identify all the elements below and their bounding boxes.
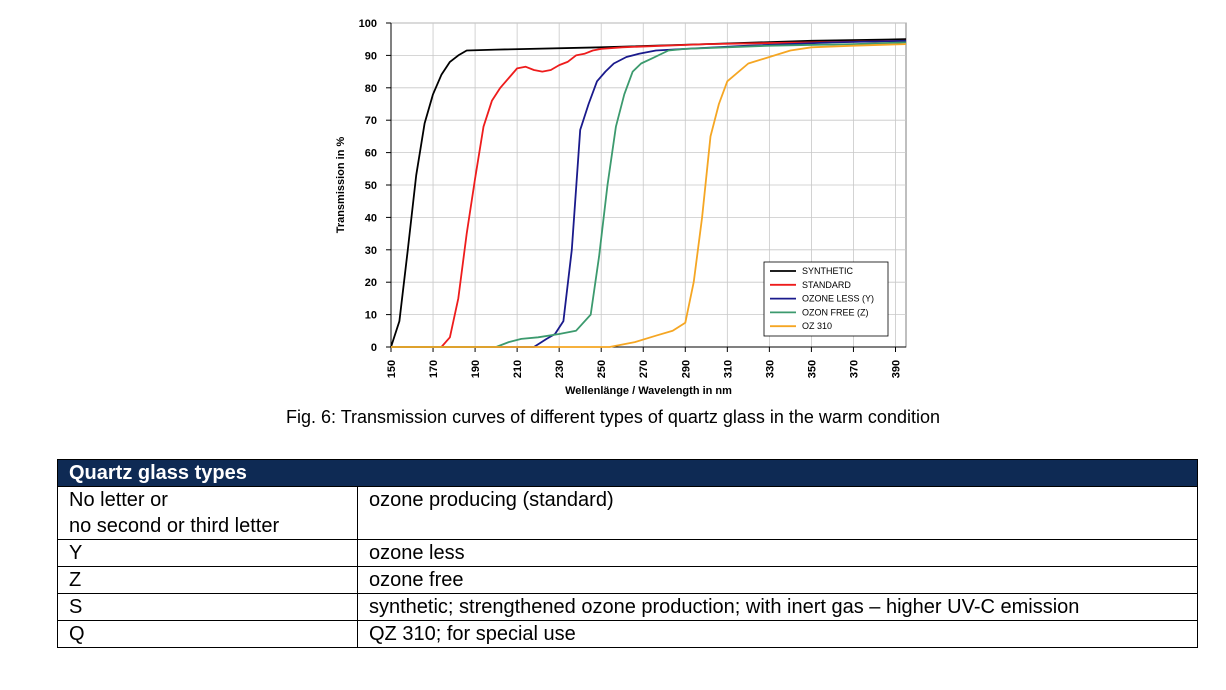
legend-label: SYNTHETIC xyxy=(802,266,854,276)
x-tick-label: 290 xyxy=(680,360,692,378)
y-tick-label: 90 xyxy=(365,50,377,62)
y-tick-label: 10 xyxy=(365,310,377,322)
y-tick-label: 100 xyxy=(359,18,377,30)
transmission-chart: 0 10 20 30 40 50 60 70 80 90 100 150 170 190 210 230 250… xyxy=(320,6,920,406)
type-description-cell: ozone less xyxy=(357,539,1198,567)
legend-label: OZONE LESS (Y) xyxy=(802,294,874,304)
x-tick-label: 230 xyxy=(554,360,566,378)
legend-label: OZ 310 xyxy=(802,321,832,331)
y-axis-label: Transmission in % xyxy=(335,136,347,233)
series-line-oz-310 xyxy=(391,43,907,348)
type-code-cell: Z xyxy=(57,566,358,594)
y-tick-label: 80 xyxy=(365,83,377,95)
x-tick-label: 210 xyxy=(512,360,524,378)
legend-label: OZON FREE (Z) xyxy=(802,307,869,317)
quartz-glass-types-table: Quartz glass types No letter or no secon… xyxy=(57,459,1198,648)
x-axis-label: Wellenlänge / Wavelength in nm xyxy=(565,385,732,397)
x-tick-label: 250 xyxy=(596,360,608,378)
legend-label: STANDARD xyxy=(802,280,851,290)
y-tick-label: 30 xyxy=(365,245,377,257)
x-tick-label: 370 xyxy=(848,360,860,378)
chart-svg: 0 10 20 30 40 50 60 70 80 90 100 150 170 190 210 230 250… xyxy=(335,18,907,397)
y-tick-label: 20 xyxy=(365,277,377,289)
type-description-cell: QZ 310; for special use xyxy=(357,620,1198,648)
series-line-ozon-free-z xyxy=(391,41,907,348)
figure-caption: Fig. 6: Transmission curves of different… xyxy=(286,407,940,427)
type-code-cell: S xyxy=(57,593,358,621)
y-tick-label: 40 xyxy=(365,212,377,224)
table-row: No letter or no second or third letter oz… xyxy=(57,486,1198,540)
x-tick-label: 270 xyxy=(638,360,650,378)
table-header: Quartz glass types xyxy=(57,459,1198,487)
x-tick-label: 350 xyxy=(806,360,818,378)
y-tick-label: 50 xyxy=(365,180,377,192)
y-tick-label: 60 xyxy=(365,148,377,160)
x-tick-label: 390 xyxy=(890,360,902,378)
x-tick-label: 150 xyxy=(386,360,398,378)
x-tick-label: 310 xyxy=(722,360,734,378)
type-description-cell: ozone free xyxy=(357,566,1198,594)
type-description-cell: synthetic; strengthened ozone production… xyxy=(357,593,1198,621)
y-tick-label: 70 xyxy=(365,115,377,127)
type-code-cell: Q xyxy=(57,620,358,648)
x-tick-label: 190 xyxy=(470,360,482,378)
x-tick-label: 170 xyxy=(428,360,440,378)
type-code-cell: Y xyxy=(57,539,358,567)
y-tick-label: 0 xyxy=(371,342,377,354)
table-row: Q QZ 310; for special use xyxy=(57,620,1198,648)
type-code-cell: No letter or no second or third letter xyxy=(57,486,358,540)
type-description-cell: ozone producing (standard) xyxy=(357,486,1198,540)
table-header-row: Quartz glass types xyxy=(57,459,1198,487)
series-line-standard xyxy=(391,39,907,348)
x-tick-label: 330 xyxy=(764,360,776,378)
